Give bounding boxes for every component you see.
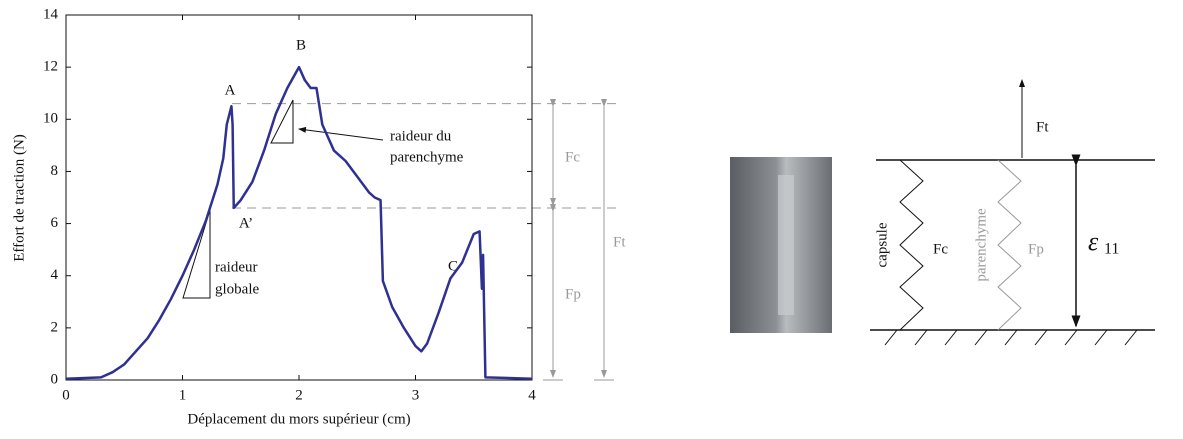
strain-index: 11	[1104, 241, 1119, 258]
measure-arrows	[543, 99, 614, 381]
strain-symbol: ε	[1088, 227, 1099, 256]
annotation: A	[225, 82, 236, 98]
x-axis-label: Déplacement du mors supérieur (cm)	[187, 411, 410, 427]
spring-name: capsule	[874, 222, 890, 267]
y-tick-label: 12	[43, 59, 58, 75]
x-tick-label: 0	[62, 387, 70, 403]
x-tick-label: 2	[295, 387, 303, 403]
pointer-arrow	[298, 126, 384, 141]
reference-lines	[232, 103, 622, 209]
force-label: Ft	[1036, 119, 1049, 135]
annotation: raideur du	[390, 128, 452, 144]
annotation: A’	[239, 215, 253, 231]
x-tick-label: 3	[412, 387, 420, 403]
x-tick-label: 4	[528, 387, 536, 403]
hatching	[884, 329, 1138, 346]
specimen	[778, 175, 794, 315]
y-tick-label: 10	[43, 111, 58, 127]
y-tick-label: 8	[51, 163, 59, 179]
annotation: raideur	[215, 259, 257, 275]
y-tick-label: 2	[51, 319, 59, 335]
annotation: Fc	[565, 149, 580, 165]
annotation: Ft	[613, 234, 626, 250]
annotation: C	[448, 258, 458, 274]
y-axis-label: Effort de traction (N)	[11, 134, 27, 262]
y-tick-label: 0	[51, 371, 59, 387]
spring-label: Fp	[1028, 241, 1044, 257]
y-tick-label: 6	[51, 215, 59, 231]
annotation: globale	[215, 281, 259, 297]
y-tick-label: 14	[43, 6, 59, 22]
y-tick-label: 4	[51, 267, 59, 283]
annotation: B	[296, 37, 306, 53]
chart: Déplacement du mors supérieur (cm) Effor…	[11, 6, 626, 427]
parenchyme-spring	[997, 159, 1022, 331]
annotation: Fp	[565, 286, 581, 302]
slope-triangle	[182, 209, 211, 299]
spring-label: Fc	[933, 241, 948, 257]
capsule-spring	[899, 159, 924, 331]
data-line	[65, 65, 533, 380]
annotation: parenchyme	[390, 149, 464, 165]
x-tick-label: 1	[179, 387, 187, 403]
diagram: Ft Fc Fp capsule parenchyme ε 11	[730, 79, 1155, 346]
spring-name: parenchyme	[973, 208, 989, 282]
slope-triangle	[270, 99, 294, 144]
